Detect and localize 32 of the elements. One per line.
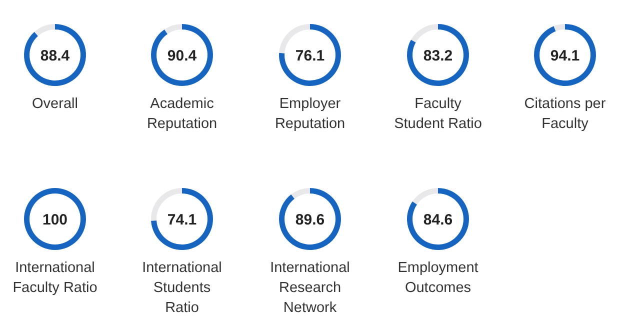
donut-slice [534, 24, 596, 86]
data-label: 89.6 [295, 211, 325, 228]
donut-slice [554, 24, 565, 32]
donut-slice [411, 24, 438, 42]
text: Employment Outcomes [398, 260, 478, 296]
data-label: 94.1 [550, 47, 580, 64]
text: Employer Reputation [274, 96, 346, 132]
data-label: 88.4 [40, 47, 70, 64]
donut-slice [291, 188, 310, 199]
donut-slice [407, 188, 469, 250]
data-label: 100 [42, 211, 68, 228]
donut-slice [412, 188, 438, 205]
donut-slice [279, 24, 341, 86]
data-label: 90.4 [167, 47, 198, 64]
text: International Research Network [270, 260, 350, 316]
donut-slice [164, 24, 182, 34]
donut-slice [407, 24, 469, 86]
data-label: 74.1 [167, 211, 197, 228]
donut-slice [34, 24, 55, 36]
data-label: 84.6 [423, 211, 453, 228]
text: International Students Ratio [142, 260, 222, 316]
text: Citations per Faculty [524, 96, 606, 132]
text: Academic Reputation [146, 96, 218, 132]
text: Faculty Student Ratio [394, 96, 482, 132]
donut-slice [151, 188, 213, 250]
text: Overall [32, 96, 78, 112]
donut-slice [24, 24, 86, 86]
text: International Faculty Ratio [12, 260, 98, 296]
data-label: 76.1 [295, 47, 325, 64]
donut-slice [151, 24, 213, 86]
data-label: 83.2 [423, 47, 453, 64]
donut-slice [279, 188, 341, 250]
